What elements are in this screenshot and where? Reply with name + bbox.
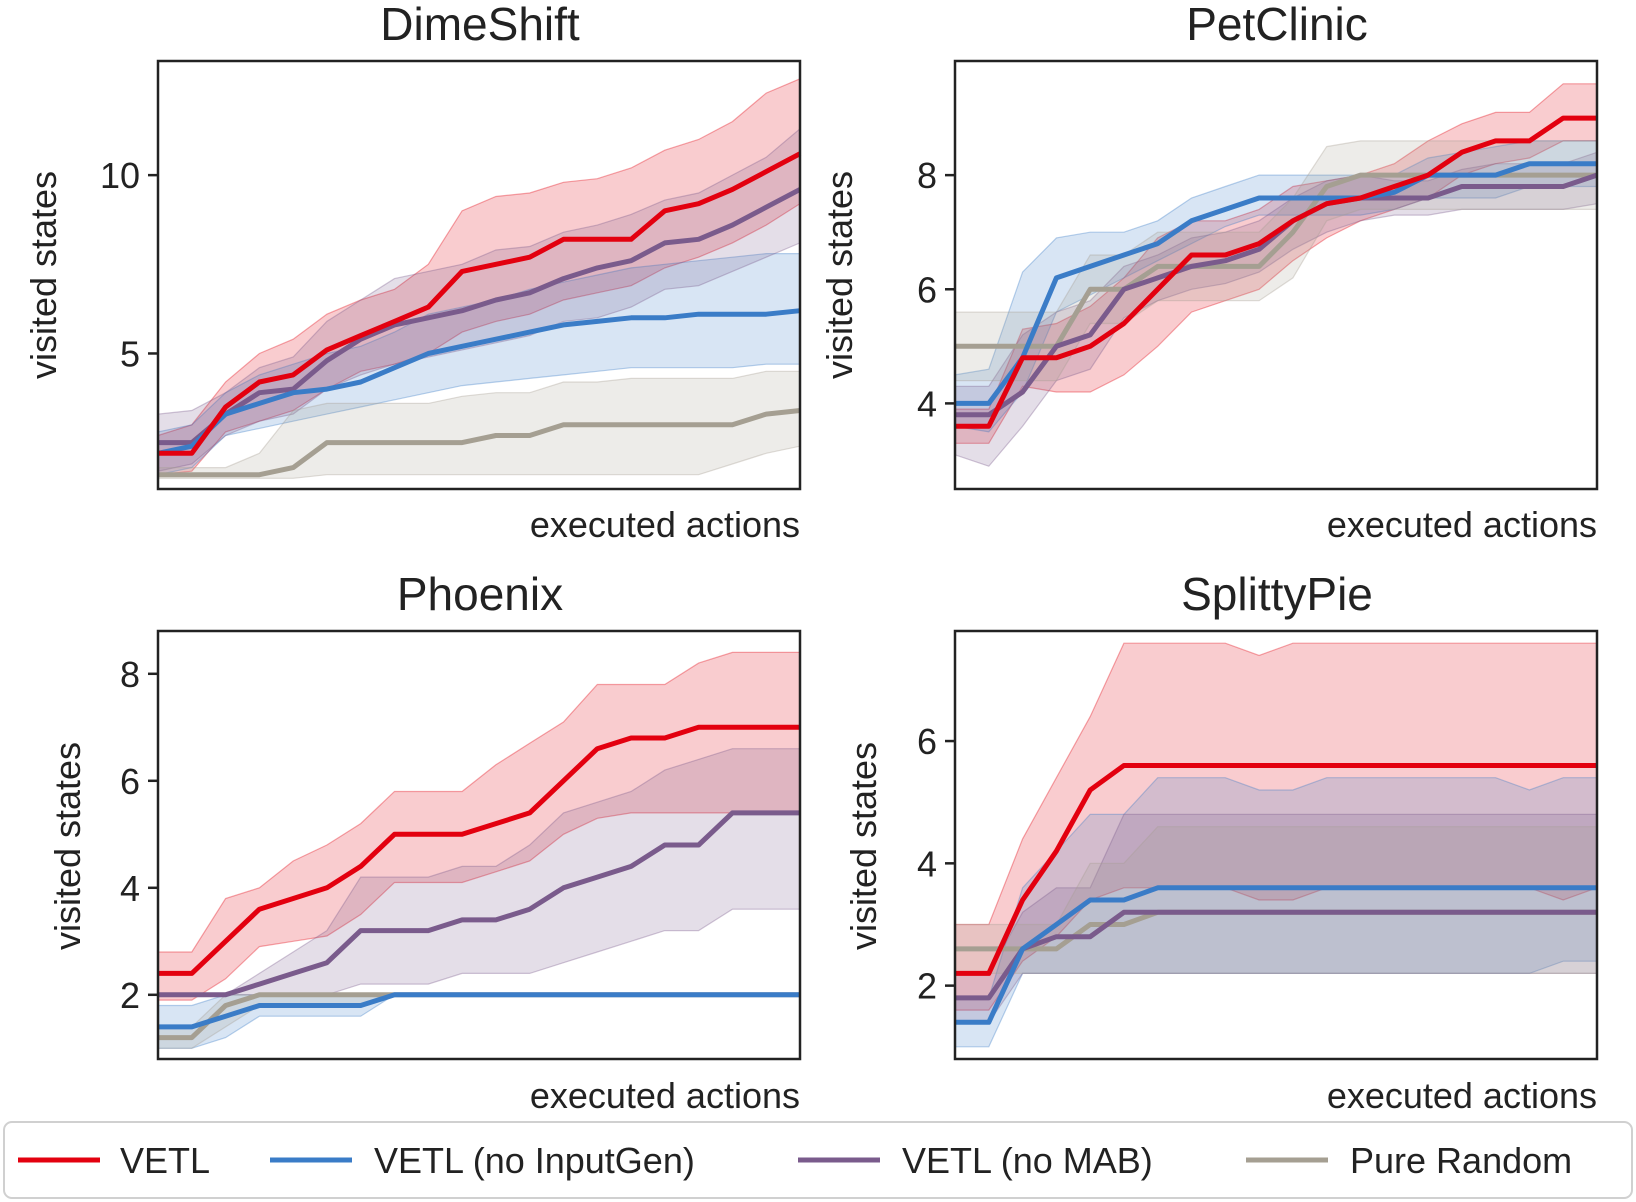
legend-item-vetl-no-mab: VETL (no MAB): [798, 1140, 1153, 1181]
y-tick-label-splittypie-2: 2: [917, 966, 937, 1007]
panel-splittypie: SplittyPie visited states executed actio…: [843, 568, 1599, 1116]
plot-area-petclinic: 4 6 8: [917, 83, 1598, 467]
legend-item-pure-random: Pure Random: [1246, 1140, 1572, 1181]
series-line-petclinic-vetl: [955, 115, 1597, 429]
y-tick-label-petclinic-6: 6: [917, 269, 937, 310]
series-line-splittypie-vetl-no-inputgen: [955, 885, 1597, 1025]
series-line-dimeshift-pure-random: [158, 408, 801, 478]
plot-area-dimeshift: 5 10: [100, 77, 802, 479]
plot-frame-petclinic: [953, 59, 1599, 491]
x-axis-label-dimeshift: executed actions: [530, 504, 800, 545]
y-axis-label-dimeshift: visited states: [23, 171, 64, 379]
chart-title-petclinic: PetClinic: [1186, 0, 1368, 50]
legend: VETL VETL (no InputGen) VETL (no MAB) Pu…: [3, 1121, 1633, 1199]
series-line-splittypie-vetl: [955, 763, 1597, 976]
series-line-dimeshift-vetl-no-inputgen: [157, 308, 801, 456]
legend-item-vetl-no-inputgen: VETL (no InputGen): [270, 1140, 695, 1181]
chart-title-dimeshift: DimeShift: [380, 0, 580, 50]
y-tick-label-phoenix-4: 4: [120, 868, 140, 909]
series-line-splittypie-vetl-no-mab: [955, 909, 1597, 1001]
plot-frame-splittypie: [953, 629, 1599, 1061]
y-tick-label-dimeshift-10: 10: [100, 155, 140, 196]
x-axis-label-phoenix: executed actions: [530, 1075, 800, 1116]
panel-petclinic: PetClinic visited states executed action…: [819, 0, 1599, 545]
y-tick-label-splittypie-4: 4: [917, 843, 937, 884]
series-line-dimeshift-vetl-no-mab: [158, 187, 802, 446]
y-tick-label-petclinic-4: 4: [917, 383, 937, 424]
legend-label-pure-random: Pure Random: [1350, 1140, 1572, 1181]
y-axis-label-petclinic: visited states: [819, 171, 860, 379]
y-tick-label-phoenix-6: 6: [120, 761, 140, 802]
legend-item-vetl: VETL: [18, 1140, 210, 1181]
y-tick-label-phoenix-8: 8: [120, 654, 140, 695]
legend-label-vetl-no-inputgen: VETL (no InputGen): [374, 1140, 695, 1181]
chart-title-splittypie: SplittyPie: [1181, 568, 1373, 620]
x-axis-label-petclinic: executed actions: [1327, 504, 1597, 545]
legend-label-vetl-no-mab: VETL (no MAB): [902, 1140, 1153, 1181]
y-tick-label-dimeshift-5: 5: [120, 333, 140, 374]
series-line-phoenix-vetl-no-mab: [158, 810, 800, 998]
y-tick-label-splittypie-6: 6: [917, 721, 937, 762]
y-tick-label-petclinic-8: 8: [917, 155, 937, 196]
chart-title-phoenix: Phoenix: [397, 568, 563, 620]
panel-dimeshift: DimeShift visited states executed action…: [23, 0, 802, 545]
legend-label-vetl: VETL: [120, 1140, 210, 1181]
x-axis-label-splittypie: executed actions: [1327, 1075, 1597, 1116]
y-axis-label-splittypie: visited states: [843, 742, 884, 950]
series-line-petclinic-vetl-no-inputgen: [955, 161, 1597, 406]
series-line-phoenix-vetl-no-inputgen: [158, 992, 800, 1030]
plot-area-splittypie: 2 4 6: [917, 642, 1598, 1048]
y-axis-label-phoenix: visited states: [47, 742, 88, 950]
series-line-phoenix-vetl: [158, 724, 800, 976]
panel-phoenix: Phoenix visited states executed actions …: [47, 568, 802, 1116]
plot-frame-phoenix: [156, 629, 802, 1061]
y-tick-label-phoenix-2: 2: [120, 975, 140, 1016]
plot-frame-dimeshift: [156, 59, 802, 491]
series-line-dimeshift-vetl: [158, 151, 802, 456]
